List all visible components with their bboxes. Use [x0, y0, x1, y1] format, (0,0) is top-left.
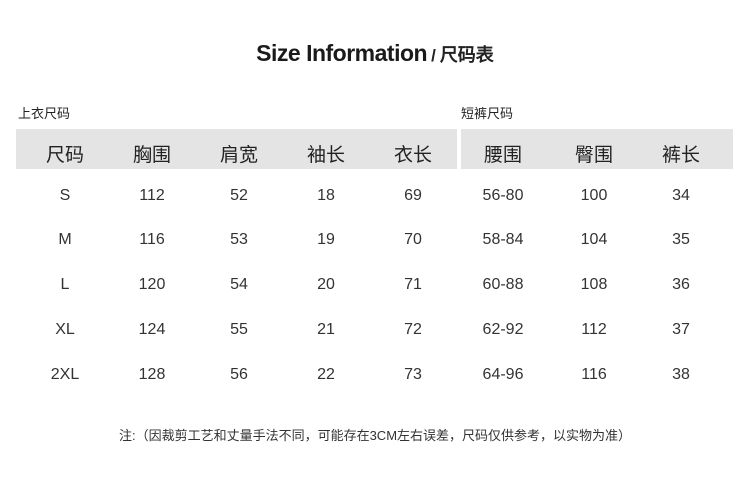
- shorts-table-cell: 56-80: [482, 187, 524, 204]
- top-table-cell: 54: [230, 276, 248, 293]
- shorts-table-cell: 34: [672, 187, 690, 204]
- shorts-table-cell: 35: [672, 231, 690, 248]
- top-table-cell: 56: [230, 366, 248, 383]
- top-table-cell: 52: [230, 187, 248, 204]
- top-table-cell: 124: [138, 321, 166, 338]
- top-table-cell: 20: [317, 276, 335, 293]
- top-table-cell: 116: [139, 231, 165, 248]
- size-note: 注:（因裁剪工艺和丈量手法不同，可能存在3CM左右误差，尺码仅供参考，以实物为准…: [118, 428, 632, 443]
- shorts-table-cell: 62-92: [482, 321, 524, 338]
- top-table-header-cell: 尺码: [45, 145, 85, 166]
- title-cn: 尺码表: [439, 45, 494, 65]
- top-table-header-bar: [16, 129, 457, 169]
- shorts-table-cell: 116: [581, 366, 607, 383]
- top-table-cell: 112: [139, 187, 165, 204]
- shorts-table-cell: 104: [580, 231, 608, 248]
- top-table-cell: 22: [317, 366, 335, 383]
- shorts-table-cell: 64-96: [482, 366, 524, 383]
- top-table-cell: 53: [230, 231, 248, 248]
- top-table-cell: 72: [404, 321, 422, 338]
- title-en: Size Information: [256, 40, 428, 66]
- top-table-cell: 71: [404, 276, 422, 293]
- top-table-header-cell: 胸围: [132, 145, 172, 166]
- title-separator: /: [431, 46, 436, 65]
- shorts-table-header-cell: 臀围: [574, 145, 614, 166]
- top-table-cell: L: [60, 276, 70, 293]
- top-table-cell: 18: [317, 187, 335, 204]
- shorts-table-header-cell: 裤长: [661, 145, 701, 166]
- top-table-label: 上衣尺码: [18, 106, 71, 121]
- top-table-header-cell: 衣长: [393, 145, 433, 166]
- top-table-cell: S: [59, 187, 71, 204]
- top-table-cell: 73: [404, 366, 422, 383]
- shorts-table-header-bar: [461, 129, 733, 169]
- top-table-header-cell: 肩宽: [219, 145, 259, 166]
- shorts-table-cell: 37: [672, 321, 690, 338]
- shorts-table-cell: 60-88: [482, 276, 524, 293]
- shorts-table-cell: 58-84: [482, 231, 524, 248]
- top-table-cell: 70: [404, 231, 422, 248]
- top-table-cell: 21: [317, 321, 335, 338]
- top-table-cell: M: [58, 231, 72, 248]
- top-table-cell: XL: [55, 321, 75, 338]
- top-table-cell: 55: [230, 321, 248, 338]
- shorts-table-label: 短裤尺码: [461, 106, 514, 121]
- shorts-table-header-cell: 腰围: [483, 145, 523, 166]
- page-title: Size Information / 尺码表: [0, 40, 750, 67]
- shorts-table-cell: 100: [580, 187, 608, 204]
- shorts-table-cell: 36: [672, 276, 690, 293]
- shorts-table-cell: 38: [672, 366, 690, 383]
- shorts-table-cell: 112: [581, 321, 607, 338]
- top-table-header-cell: 袖长: [306, 145, 346, 166]
- top-table-cell: 69: [404, 187, 422, 204]
- top-table-cell: 19: [317, 231, 335, 248]
- top-table-cell: 120: [138, 276, 166, 293]
- top-table-cell: 2XL: [50, 366, 80, 383]
- shorts-table-cell: 108: [580, 276, 608, 293]
- top-table-cell: 128: [138, 366, 166, 383]
